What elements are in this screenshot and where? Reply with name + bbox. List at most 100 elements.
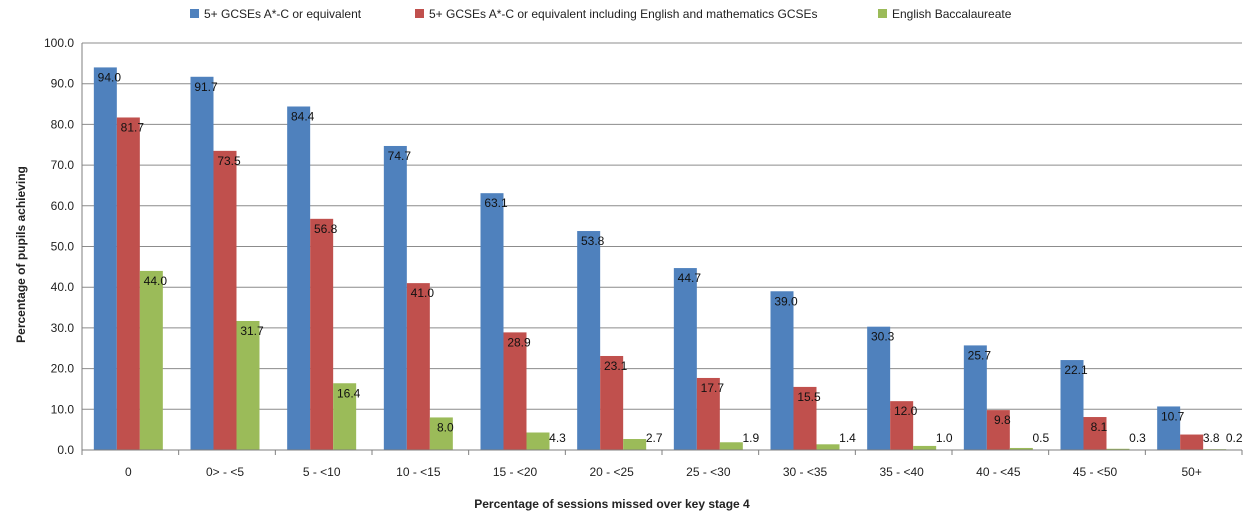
bar bbox=[623, 439, 647, 450]
x-axis-title: Percentage of sessions missed over key s… bbox=[474, 497, 750, 511]
x-tick-label: 20 - <25 bbox=[589, 465, 634, 479]
axis-layer: 0.0 10.0 20.0 30.0 40.0 50.0 60.0 70.0 80.0 90.0 1… bbox=[44, 36, 1243, 479]
bar bbox=[383, 145, 407, 450]
legend: 5+ GCSEs A*-C or equivalent 5+ GCSEs A*-C… bbox=[190, 7, 1012, 21]
x-tick-label: 50+ bbox=[1181, 465, 1201, 479]
bar bbox=[986, 410, 1010, 450]
data-label: 1.0 bbox=[936, 431, 953, 445]
y-tick-label: 60.0 bbox=[51, 199, 75, 213]
data-label: 94.0 bbox=[98, 70, 122, 84]
bar bbox=[696, 377, 720, 450]
data-label: 0.2 bbox=[1226, 431, 1243, 445]
data-label: 1.9 bbox=[742, 431, 759, 445]
bar bbox=[1009, 447, 1033, 450]
data-label: 23.1 bbox=[604, 359, 628, 373]
data-label: 44.7 bbox=[678, 271, 702, 285]
data-label: 81.7 bbox=[121, 120, 145, 134]
x-tick-label: 45 - <50 bbox=[1073, 465, 1118, 479]
bar bbox=[793, 386, 817, 450]
data-label: 3.8 bbox=[1203, 431, 1220, 445]
bar bbox=[139, 270, 163, 450]
y-tick-label: 10.0 bbox=[51, 402, 75, 416]
y-tick-label: 80.0 bbox=[51, 117, 75, 131]
grid-layer bbox=[82, 42, 1242, 451]
bar bbox=[526, 432, 550, 450]
data-label: 22.1 bbox=[1064, 363, 1088, 377]
data-label: 1.4 bbox=[839, 431, 856, 445]
bar bbox=[310, 218, 334, 450]
x-tick-label: 25 - <30 bbox=[686, 465, 731, 479]
bar bbox=[1060, 360, 1084, 450]
data-label: 39.0 bbox=[774, 294, 798, 308]
x-tick-label: 10 - <15 bbox=[396, 465, 441, 479]
x-tick-label: 0 bbox=[125, 465, 132, 479]
bar bbox=[190, 76, 214, 450]
y-tick-label: 90.0 bbox=[51, 77, 75, 91]
bar bbox=[480, 193, 504, 451]
bar bbox=[673, 268, 697, 450]
data-label: 73.5 bbox=[217, 154, 241, 168]
data-label: 9.8 bbox=[994, 413, 1011, 427]
bar bbox=[213, 150, 237, 451]
bar bbox=[577, 231, 601, 450]
data-label: 91.7 bbox=[194, 80, 218, 94]
bar bbox=[236, 320, 260, 450]
data-label: 30.3 bbox=[871, 330, 895, 344]
legend-entry: English Baccalaureate bbox=[892, 7, 1012, 21]
data-label: 41.0 bbox=[411, 286, 435, 300]
x-tick-label: 15 - <20 bbox=[493, 465, 538, 479]
y-tick-label: 70.0 bbox=[51, 158, 75, 172]
bar bbox=[816, 444, 840, 450]
x-tick-label: 30 - <35 bbox=[783, 465, 828, 479]
bar bbox=[963, 345, 987, 450]
data-label: 8.0 bbox=[437, 420, 454, 434]
bar bbox=[333, 383, 357, 450]
y-tick-label: 100.0 bbox=[44, 36, 74, 50]
data-label: 8.1 bbox=[1091, 420, 1108, 434]
data-label: 0.5 bbox=[1032, 431, 1049, 445]
bar bbox=[116, 117, 140, 450]
data-label: 0.3 bbox=[1129, 431, 1146, 445]
data-label: 12.0 bbox=[894, 404, 918, 418]
data-label: 2.7 bbox=[646, 431, 663, 445]
data-label: 28.9 bbox=[507, 335, 531, 349]
legend-swatch bbox=[190, 9, 199, 18]
bar bbox=[1157, 406, 1181, 450]
bar bbox=[770, 291, 794, 450]
data-label: 31.7 bbox=[240, 324, 264, 338]
label-layer: 94.0 81.7 44.0 91.7 73.5 31.7 84.4 56.8 16.4 74.7… bbox=[98, 70, 1243, 445]
data-label: 25.7 bbox=[968, 348, 992, 362]
bar bbox=[913, 445, 937, 450]
bar bbox=[429, 417, 453, 450]
bar bbox=[1180, 434, 1204, 450]
data-label: 4.3 bbox=[549, 431, 566, 445]
data-label: 63.1 bbox=[484, 196, 508, 210]
legend-entry: 5+ GCSEs A*-C or equivalent including En… bbox=[429, 7, 818, 21]
data-label: 53.8 bbox=[581, 234, 605, 248]
bar bbox=[719, 442, 743, 450]
y-axis-title: Percentage of pupils achieving bbox=[14, 166, 28, 343]
x-tick-label: 35 - <40 bbox=[879, 465, 924, 479]
data-label: 74.7 bbox=[388, 149, 412, 163]
data-label: 10.7 bbox=[1161, 409, 1185, 423]
y-tick-label: 50.0 bbox=[51, 240, 75, 254]
data-label: 17.7 bbox=[701, 381, 725, 395]
y-tick-label: 40.0 bbox=[51, 280, 75, 294]
data-label: 44.0 bbox=[144, 274, 168, 288]
bar bbox=[503, 332, 527, 450]
data-label: 84.4 bbox=[291, 109, 315, 123]
data-label: 16.4 bbox=[337, 386, 361, 400]
x-tick-label: 5 - <10 bbox=[303, 465, 341, 479]
bar bbox=[1106, 448, 1130, 450]
bar bbox=[600, 355, 624, 450]
legend-swatch bbox=[878, 9, 887, 18]
y-tick-label: 0.0 bbox=[57, 443, 74, 457]
data-label: 15.5 bbox=[797, 390, 821, 404]
data-label: 56.8 bbox=[314, 222, 338, 236]
bar bbox=[93, 67, 117, 451]
bar bbox=[890, 401, 914, 450]
bar bbox=[406, 283, 430, 450]
y-tick-label: 30.0 bbox=[51, 321, 75, 335]
